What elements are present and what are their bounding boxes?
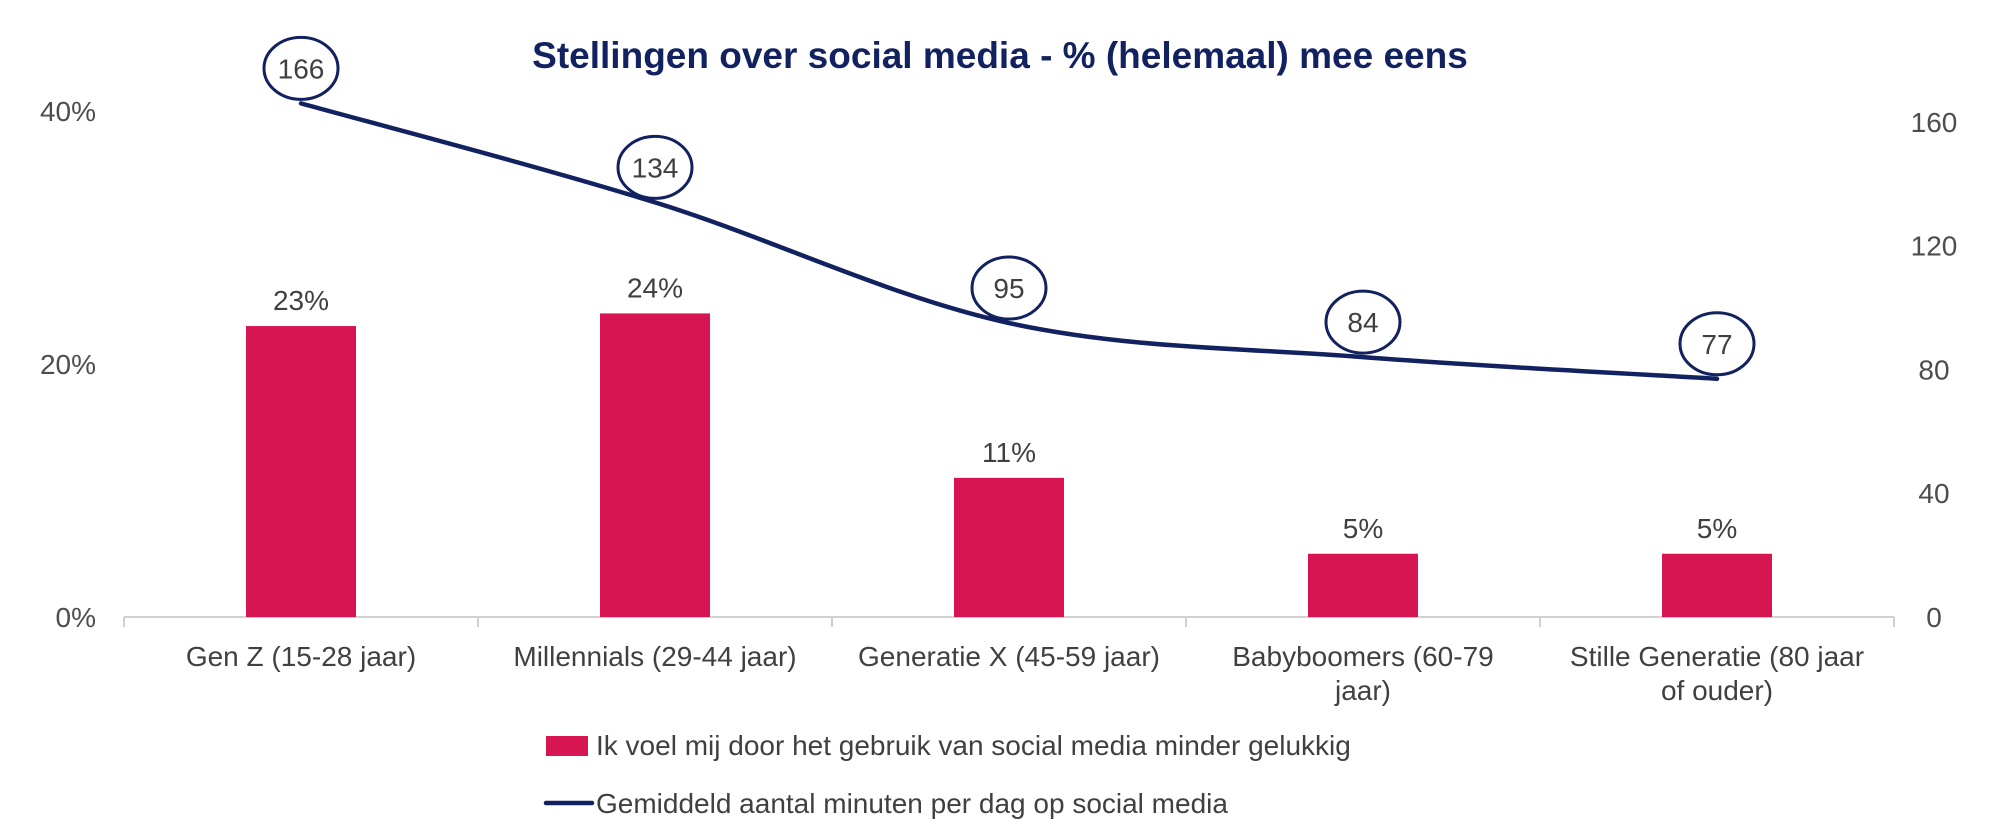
- axes: 0% 20% 40% 0 40 80 120 160 Gen Z (15-28 jaar) Mil…: [40, 96, 1957, 706]
- line-data-label-bubble: [616, 134, 694, 200]
- x-category-label: Gen Z (15-28 jaar): [186, 641, 416, 672]
- line-data-label-bubble: [1324, 289, 1402, 355]
- x-category-label: of ouder): [1661, 675, 1773, 706]
- bar-data-label: 23%: [273, 285, 329, 316]
- x-category-label: jaar): [1334, 675, 1391, 706]
- legend: Ik voel mij door het gebruik van social …: [543, 730, 1351, 819]
- x-category-label: Stille Generatie (80 jaar: [1570, 641, 1864, 672]
- line-data-label-bubble: [1678, 311, 1756, 377]
- line-data-label: 84: [1347, 307, 1378, 338]
- bar-data-label: 5%: [1697, 513, 1737, 544]
- legend-label-bar: Ik voel mij door het gebruik van social …: [596, 730, 1351, 761]
- y-left-tick-label: 20%: [40, 349, 96, 380]
- bar: [954, 477, 1064, 617]
- chart-title: Stellingen over social media - % (helema…: [532, 35, 1468, 76]
- y-left-tick-label: 40%: [40, 96, 96, 127]
- line-data-label: 134: [632, 152, 679, 183]
- legend-swatch-bar: [546, 736, 588, 756]
- y-right-tick-label: 0: [1926, 602, 1942, 633]
- x-category-label: Generatie X (45-59 jaar): [858, 641, 1160, 672]
- bar-data-label: 5%: [1343, 513, 1383, 544]
- line-data-label: 166: [278, 53, 325, 84]
- line-data-label: 95: [993, 273, 1024, 304]
- x-category-label: Millennials (29-44 jaar): [513, 641, 796, 672]
- bar-data-label: 24%: [627, 272, 683, 303]
- legend-label-line: Gemiddeld aantal minuten per dag op soci…: [596, 788, 1228, 819]
- y-right-tick-label: 160: [1911, 107, 1958, 138]
- bar-data-label: 11%: [982, 437, 1036, 468]
- bar: [246, 326, 356, 617]
- y-right-tick-label: 120: [1911, 231, 1958, 262]
- y-right-tick-label: 40: [1918, 478, 1949, 509]
- data-labels: 23% 24% 11% 5% 5% 166 134 95 84 77: [262, 35, 1756, 544]
- x-category-label: Babyboomers (60-79: [1232, 641, 1493, 672]
- line-data-label-bubble: [970, 255, 1048, 321]
- y-right-tick-label: 80: [1918, 354, 1949, 385]
- line-path: [298, 101, 1720, 382]
- bar-series: [246, 313, 1772, 617]
- bar: [600, 313, 710, 617]
- bar: [1662, 553, 1772, 617]
- bar: [1308, 553, 1418, 617]
- line-series: [298, 101, 1720, 382]
- line-data-label-bubble: [262, 35, 340, 101]
- line-data-label: 77: [1701, 329, 1732, 360]
- y-left-tick-label: 0%: [56, 602, 96, 633]
